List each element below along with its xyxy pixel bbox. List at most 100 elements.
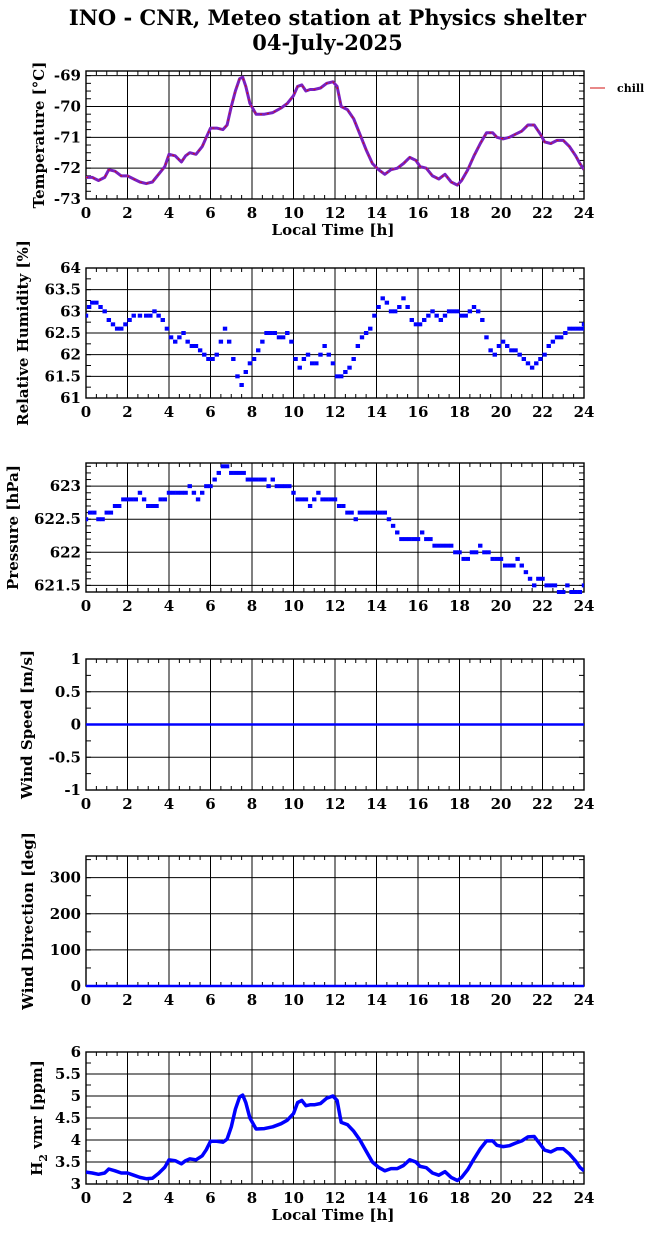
- x-tick-label: 10: [283, 795, 304, 813]
- plot-frame: [85, 462, 585, 593]
- x-tick-label: 12: [325, 795, 346, 813]
- data-point: [94, 300, 99, 305]
- y-tick-label: 623: [50, 477, 81, 495]
- x-axis-label: Local Time [h]: [272, 1206, 395, 1224]
- plot-frame: [85, 1051, 585, 1185]
- data-point: [521, 357, 527, 361]
- data-point: [409, 318, 414, 322]
- data-point: [444, 543, 450, 548]
- data-point: [289, 339, 294, 344]
- data-point: [496, 344, 502, 348]
- x-tick-label: 6: [205, 204, 215, 222]
- x-tick-label: 16: [408, 204, 429, 222]
- data-point: [256, 348, 261, 353]
- data-point: [361, 510, 367, 515]
- data-point: [283, 484, 288, 489]
- data-point: [214, 352, 219, 357]
- y-tick-label: 61.5: [44, 367, 81, 385]
- x-tick-label: 24: [574, 403, 595, 421]
- data-point: [556, 590, 562, 594]
- data-point: [133, 497, 138, 502]
- y-tick-label: 4.5: [55, 1109, 81, 1127]
- data-point: [233, 470, 238, 475]
- data-point: [141, 497, 147, 502]
- data-point: [463, 313, 468, 318]
- data-point: [137, 313, 143, 318]
- data-point: [270, 477, 275, 482]
- x-tick-label: 8: [247, 403, 257, 421]
- data-point: [262, 477, 267, 482]
- y-tick-label: 300: [50, 869, 81, 887]
- data-point: [527, 576, 533, 581]
- x-tick-label: 2: [122, 403, 132, 421]
- data-point: [345, 510, 350, 515]
- x-tick-label: 4: [164, 991, 174, 1009]
- data-point: [197, 348, 203, 353]
- x-tick-label: 18: [449, 991, 470, 1009]
- data-point: [349, 510, 354, 515]
- data-point: [417, 322, 423, 327]
- data-point: [328, 497, 334, 502]
- data-point: [581, 322, 584, 327]
- data-point: [143, 313, 149, 318]
- data-point: [258, 477, 263, 482]
- data-point: [411, 537, 417, 542]
- x-tick-label: 2: [122, 597, 132, 615]
- data-point: [146, 504, 151, 508]
- data-point: [117, 504, 122, 508]
- data-point: [544, 583, 549, 588]
- data-point: [210, 357, 215, 361]
- data-point: [577, 590, 583, 594]
- data-point: [195, 497, 201, 502]
- chart-title: INO - CNR, Meteo station at Physics shel…: [68, 5, 587, 30]
- data-point: [86, 305, 92, 309]
- x-tick-label: 14: [366, 991, 387, 1009]
- data-point: [446, 309, 452, 314]
- data-point: [378, 510, 383, 515]
- data-point: [480, 318, 485, 322]
- y-axis-label: Pressure [hPa]: [4, 465, 22, 590]
- data-point: [581, 583, 584, 588]
- x-tick-label: 16: [408, 991, 429, 1009]
- data-point: [123, 322, 128, 327]
- x-tick-label: 0: [81, 795, 91, 813]
- data-point: [332, 497, 338, 502]
- x-tick-label: 14: [366, 597, 387, 615]
- data-point: [235, 374, 240, 379]
- x-tick-label: 6: [205, 795, 215, 813]
- y-axis-label: H2 vmr [ppm]: [28, 1060, 50, 1176]
- y-tick-label: 5.5: [55, 1065, 81, 1083]
- y-tick-label: 100: [50, 941, 81, 959]
- data-point: [405, 305, 410, 309]
- data-point: [567, 326, 572, 331]
- x-tick-label: 8: [247, 1189, 257, 1207]
- x-tick-label: 2: [122, 795, 132, 813]
- y-tick-label: -1: [64, 781, 81, 799]
- data-point: [164, 326, 170, 331]
- x-tick-label: 4: [164, 795, 174, 813]
- data-point: [467, 309, 473, 314]
- chill-series-line: [86, 76, 584, 186]
- x-tick-label: 22: [532, 991, 553, 1009]
- y-tick-label: 63.5: [44, 281, 81, 299]
- data-point: [222, 326, 228, 331]
- data-point: [366, 510, 371, 515]
- x-tick-label: 8: [247, 991, 257, 1009]
- data-point: [455, 309, 460, 314]
- data-point: [382, 510, 387, 515]
- data-point: [538, 357, 543, 361]
- data-point: [231, 357, 236, 361]
- data-point: [442, 313, 448, 318]
- data-point: [278, 484, 284, 489]
- x-tick-label: 0: [81, 204, 91, 222]
- y-tick-label: 0: [71, 977, 81, 995]
- data-point: [229, 470, 234, 475]
- data-point: [397, 305, 402, 309]
- data-point: [571, 326, 576, 331]
- data-point: [114, 326, 120, 331]
- y-tick-label: -71: [54, 128, 81, 146]
- data-point: [226, 339, 232, 344]
- data-point: [502, 563, 508, 568]
- y-tick-label: 200: [50, 905, 81, 923]
